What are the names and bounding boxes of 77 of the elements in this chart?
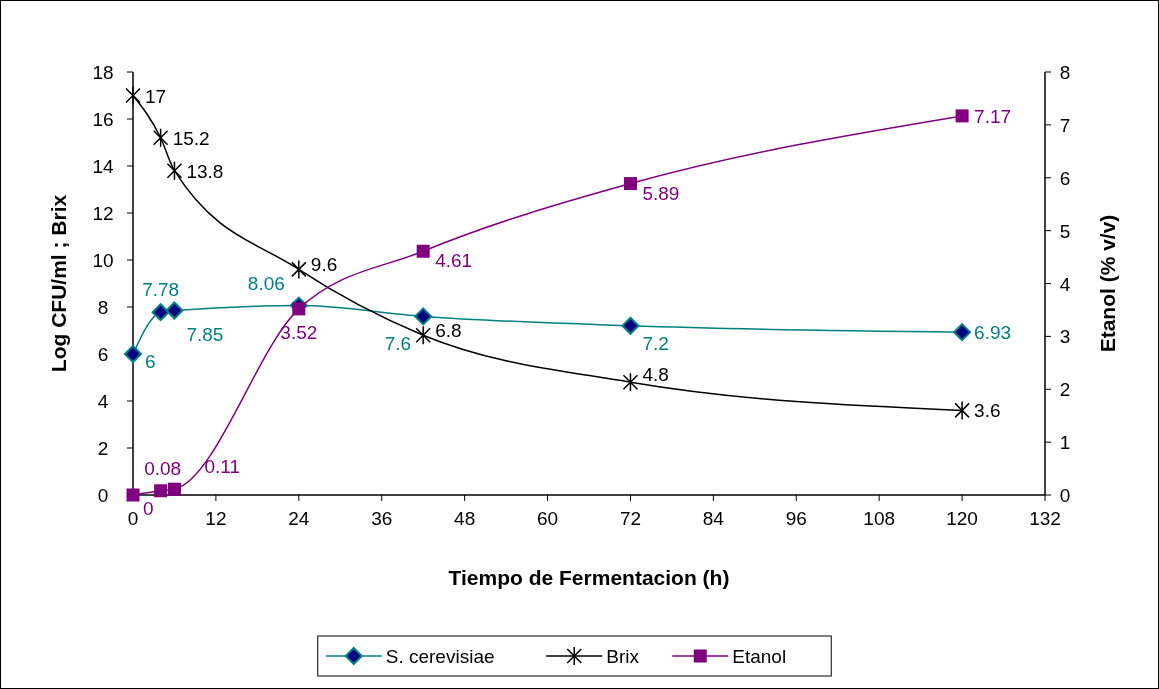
point — [126, 488, 140, 502]
y2-tick-label: 1 — [1059, 432, 1071, 454]
data-label: 7.2 — [642, 332, 669, 354]
point — [125, 85, 141, 106]
point — [623, 177, 637, 191]
y2-axis-title: Etanol (% v/v) — [1096, 214, 1119, 353]
y-tick-label: 10 — [92, 250, 114, 271]
point — [167, 482, 181, 496]
y-tick-label: 8 — [97, 297, 109, 318]
point — [955, 109, 969, 123]
y2-tick-label: 3 — [1059, 326, 1071, 348]
x-tick-label: 24 — [288, 508, 310, 529]
y-tick-label: 2 — [97, 438, 109, 459]
data-label: 0.11 — [204, 456, 241, 478]
x-tick-label: 0 — [127, 508, 139, 529]
data-label: 15.2 — [172, 127, 210, 149]
y-tick-label: 12 — [92, 203, 114, 224]
y-tick-label: 18 — [92, 62, 114, 83]
data-label: 7.78 — [142, 279, 180, 301]
legend-label: S. cerevisiae — [385, 646, 495, 667]
x-axis-title: Tiempo de Fermentacion (h) — [448, 566, 730, 589]
x-tick-label: 12 — [205, 508, 227, 529]
data-label: 4.61 — [435, 250, 473, 272]
point — [416, 244, 430, 258]
data-label: 6.8 — [435, 320, 462, 342]
data-label: 6 — [145, 351, 156, 372]
x-tick-label: 132 — [1029, 508, 1061, 529]
data-label: 9.6 — [310, 254, 338, 276]
y2-tick-label: 6 — [1059, 167, 1071, 189]
point — [953, 323, 972, 342]
data-label: 5.89 — [642, 182, 680, 204]
point — [415, 325, 431, 345]
y-tick-label: 4 — [97, 391, 109, 412]
legend-label: Brix — [606, 646, 640, 667]
data-label: 3.6 — [974, 400, 1001, 422]
y2-tick-label: 2 — [1059, 379, 1071, 401]
y-tick-label: 16 — [92, 109, 114, 130]
point — [154, 484, 168, 498]
point — [166, 160, 183, 181]
data-label: 7.6 — [384, 333, 412, 355]
point — [954, 400, 970, 421]
point — [165, 301, 184, 320]
data-label: 8.06 — [247, 272, 285, 294]
point — [291, 259, 307, 280]
y-tick-label: 0 — [97, 485, 109, 506]
data-label: 0.08 — [144, 457, 182, 479]
point — [622, 372, 639, 392]
point — [621, 316, 640, 335]
x-tick-label: 84 — [702, 508, 725, 529]
point — [124, 345, 142, 363]
point — [414, 307, 433, 326]
data-label: 7.17 — [974, 105, 1012, 127]
data-label: 3.52 — [280, 321, 318, 343]
point — [292, 302, 306, 316]
x-tick-label: 96 — [785, 508, 807, 529]
y2-tick-label: 0 — [1059, 485, 1071, 506]
y-axis-title: Log CFU/ml ; Brix — [47, 194, 70, 373]
y-tick-label: 6 — [97, 344, 109, 365]
x-tick-label: 120 — [946, 508, 978, 529]
x-tick-label: 60 — [536, 508, 559, 529]
data-label: 17 — [145, 85, 167, 107]
data-label: 13.8 — [186, 160, 224, 182]
x-tick-label: 72 — [619, 508, 642, 529]
legend-label: Etanol — [732, 646, 787, 667]
x-tick-label: 36 — [371, 508, 393, 529]
y-tick-label: 14 — [92, 156, 114, 177]
x-tick-label: 48 — [454, 508, 476, 529]
x-tick-label: 108 — [863, 508, 896, 529]
y2-tick-label: 7 — [1059, 114, 1071, 136]
y2-tick-label: 4 — [1059, 273, 1071, 295]
data-label: 4.8 — [642, 364, 669, 386]
data-label: 6.93 — [974, 322, 1012, 344]
y2-tick-label: 8 — [1059, 62, 1071, 83]
data-label: 7.85 — [186, 323, 224, 345]
point — [152, 128, 169, 148]
point — [151, 303, 170, 322]
y2-tick-label: 5 — [1059, 220, 1071, 242]
